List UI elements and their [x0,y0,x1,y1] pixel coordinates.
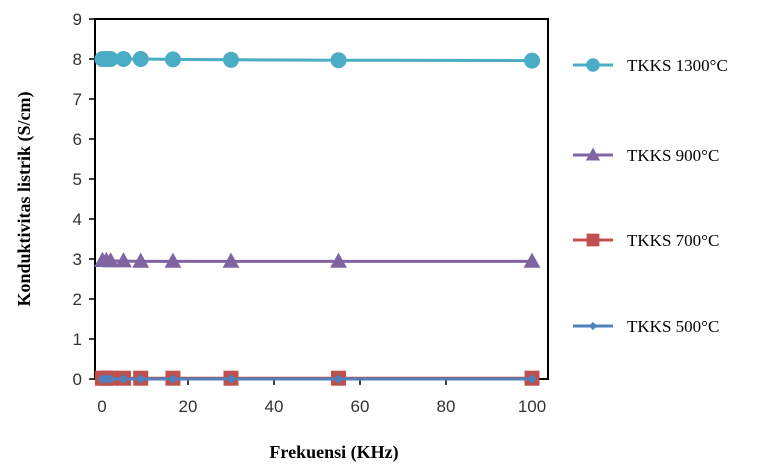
x-tick-label: 80 [437,397,456,416]
data-point [102,51,119,67]
series-triangle [94,251,541,268]
legend-item: TKKS 700°C [573,231,719,250]
x-tick-label: 40 [265,397,284,416]
x-axis-ticks: 0 20 40 60 80 100 [97,379,546,416]
y-tick-label: 0 [73,370,82,389]
x-tick-label: 20 [179,397,198,416]
series-layer [94,51,541,386]
plot-area [94,18,549,380]
data-point [333,374,344,384]
data-point [330,252,347,268]
y-axis-ticks: 0 1 2 3 4 5 6 7 8 9 [73,10,95,389]
x-tick-label: 0 [97,397,106,416]
y-tick-label: 8 [73,50,82,69]
data-point [222,252,240,268]
data-point [523,252,541,268]
data-point [132,51,149,67]
legend-marker [588,321,598,331]
x-tick-label: 100 [518,397,546,416]
y-tick-label: 6 [73,130,82,149]
data-point [118,374,129,384]
legend-marker [585,147,601,161]
y-tick-label: 7 [73,90,82,109]
y-axis-title: Konduktivitas listrik (S/cm) [14,91,35,306]
y-tick-label: 9 [73,10,82,29]
data-point [164,51,181,68]
y-tick-label: 3 [73,250,82,269]
legend-label: TKKS 1300°C [627,56,728,75]
data-point [330,52,347,69]
series-circle [94,51,540,69]
data-point [135,374,146,384]
legend-marker [586,58,600,72]
data-point [223,51,239,68]
y-tick-label: 2 [73,290,82,309]
legend: TKKS 1300°C TKKS 900°C TKKS 700°C TKKS 500°… [573,56,728,336]
series-diamond [97,374,537,384]
legend-label: TKKS 900°C [627,146,719,165]
y-tick-label: 5 [73,170,82,189]
legend-item: TKKS 1300°C [573,56,728,75]
x-axis-title: Frekuensi (KHz) [269,442,398,463]
data-point [105,374,116,384]
y-tick-label: 1 [73,330,82,349]
data-point [527,374,537,384]
data-point [168,374,178,384]
data-point [102,252,119,268]
legend-label: TKKS 500°C [627,317,719,336]
legend-item: TKKS 900°C [573,146,719,165]
x-tick-label: 60 [351,397,370,416]
data-point [132,252,150,268]
data-point [524,52,540,69]
data-point [164,252,182,268]
series-line [102,259,532,263]
data-point [115,252,132,268]
legend-item: TKKS 500°C [573,317,719,336]
legend-label: TKKS 700°C [627,231,719,250]
data-point [115,51,132,67]
legend-marker [586,233,600,247]
y-tick-label: 4 [73,210,82,229]
data-point [226,374,236,384]
